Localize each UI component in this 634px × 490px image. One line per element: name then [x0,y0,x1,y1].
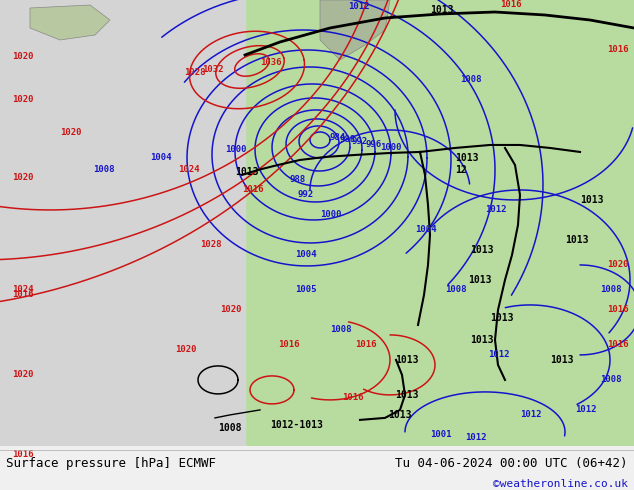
Text: 1012: 1012 [488,350,510,360]
Text: 1024: 1024 [12,286,34,294]
Text: 1013: 1013 [395,355,418,365]
Text: 1004: 1004 [295,250,316,259]
Text: 1028: 1028 [200,241,221,249]
Text: 1032: 1032 [202,66,224,74]
Text: 1020: 1020 [175,345,197,354]
Text: 1008: 1008 [600,375,621,385]
Text: 988: 988 [340,135,356,145]
Text: 1013: 1013 [430,5,453,15]
Text: 1013: 1013 [565,235,588,245]
Text: 1005: 1005 [295,286,316,294]
Text: 1028: 1028 [184,69,205,77]
Text: 12: 12 [455,165,467,175]
Text: 988: 988 [290,175,306,184]
Text: 1020: 1020 [607,261,628,270]
Text: Surface pressure [hPa] ECMWF: Surface pressure [hPa] ECMWF [6,457,216,469]
Text: 1000: 1000 [320,210,342,220]
Text: 1008: 1008 [218,423,242,433]
Text: 1016: 1016 [12,450,34,460]
Text: 1012: 1012 [465,433,486,442]
Text: 1016: 1016 [607,46,628,54]
Text: 1008: 1008 [445,286,467,294]
Text: 1012: 1012 [575,405,597,415]
Text: 1016: 1016 [12,291,34,299]
Text: 1013: 1013 [580,195,604,205]
Text: 1013: 1013 [470,245,493,255]
Text: 996: 996 [365,141,381,149]
Text: 1013: 1013 [470,335,493,345]
Polygon shape [30,5,110,40]
Text: 1036: 1036 [260,58,281,68]
Text: 1012: 1012 [485,205,507,215]
Text: 1016: 1016 [278,341,299,349]
Text: 1000: 1000 [225,146,247,154]
Text: 1004: 1004 [415,225,436,234]
Text: 1016: 1016 [242,185,264,195]
Text: 1020: 1020 [12,52,34,61]
Polygon shape [245,0,634,446]
Text: 1020: 1020 [12,370,34,379]
Text: 1020: 1020 [220,305,242,315]
Text: 1020: 1020 [12,96,34,104]
Text: Tu 04-06-2024 00:00 UTC (06+42): Tu 04-06-2024 00:00 UTC (06+42) [395,457,628,469]
Text: 984: 984 [330,133,346,143]
Text: 1016: 1016 [607,305,628,315]
Text: 1004: 1004 [150,153,172,163]
Text: 1008: 1008 [330,325,351,335]
Text: 1016: 1016 [500,0,522,9]
Text: 992: 992 [297,191,313,199]
Text: 1000: 1000 [380,144,401,152]
Text: 1016: 1016 [342,393,363,402]
Text: 1012-1013: 1012-1013 [270,420,323,430]
Text: 1020: 1020 [12,173,34,182]
Text: 1016: 1016 [607,341,628,349]
Text: 1008: 1008 [460,75,481,84]
Polygon shape [0,0,245,446]
Text: 1024: 1024 [178,166,200,174]
Text: 1013: 1013 [468,275,491,285]
Text: 1013: 1013 [388,410,411,420]
Text: 1016: 1016 [355,341,377,349]
Text: 1008: 1008 [600,286,621,294]
Text: 1013: 1013 [455,153,479,163]
Text: 992: 992 [352,138,368,147]
Text: 1012: 1012 [520,411,541,419]
Polygon shape [320,0,390,60]
Text: 1012: 1012 [348,2,370,11]
Text: 1001: 1001 [430,430,451,440]
Text: 1020: 1020 [60,128,82,138]
Text: 1013: 1013 [490,313,514,323]
Text: ©weatheronline.co.uk: ©weatheronline.co.uk [493,479,628,489]
Text: 1013: 1013 [395,390,418,400]
Text: 1013: 1013 [235,167,259,177]
Text: 1008: 1008 [93,166,115,174]
Text: 1013: 1013 [550,355,574,365]
